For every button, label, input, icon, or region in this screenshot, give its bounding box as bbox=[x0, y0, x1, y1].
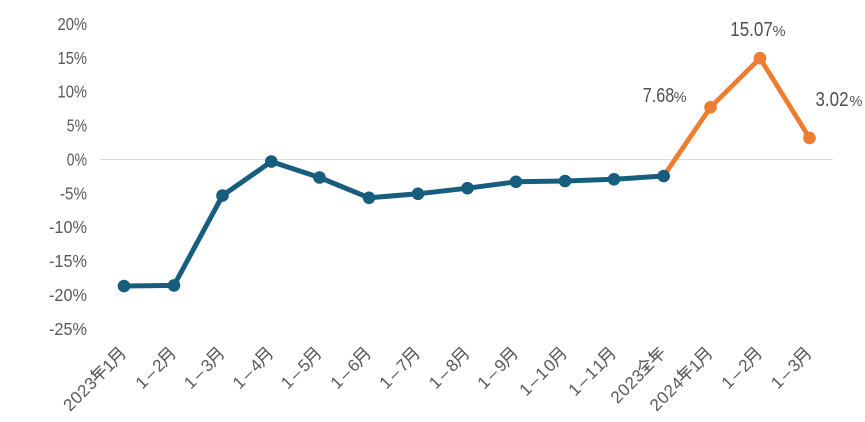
svg-text:15%: 15% bbox=[58, 48, 88, 68]
svg-text:1–10: 1–10 bbox=[516, 356, 560, 400]
svg-text:-20%: -20% bbox=[49, 285, 87, 305]
svg-text:1–6: 1–6 bbox=[327, 356, 364, 393]
svg-text:-15%: -15% bbox=[49, 251, 87, 271]
svg-text:%: % bbox=[850, 94, 863, 110]
svg-text:1–2: 1–2 bbox=[718, 356, 755, 393]
svg-text:3.02: 3.02 bbox=[816, 89, 849, 111]
svg-text:1–2: 1–2 bbox=[132, 356, 169, 393]
svg-text:10%: 10% bbox=[58, 82, 88, 102]
svg-text:-10%: -10% bbox=[49, 217, 87, 237]
svg-text:1–9: 1–9 bbox=[474, 356, 511, 393]
svg-text:%: % bbox=[674, 90, 687, 106]
svg-text:1–4: 1–4 bbox=[229, 356, 266, 393]
svg-text:-5%: -5% bbox=[60, 183, 87, 203]
svg-text:5%: 5% bbox=[67, 116, 87, 136]
svg-text:0%: 0% bbox=[67, 150, 87, 170]
svg-text:-25%: -25% bbox=[49, 319, 87, 339]
svg-text:7.68: 7.68 bbox=[643, 85, 675, 107]
svg-text:1–8: 1–8 bbox=[425, 356, 462, 393]
svg-text:20%: 20% bbox=[58, 14, 88, 34]
svg-text:1–11: 1–11 bbox=[565, 356, 609, 400]
svg-text:%: % bbox=[773, 24, 786, 40]
svg-text:1–3: 1–3 bbox=[767, 356, 804, 393]
svg-text:1–3: 1–3 bbox=[180, 356, 217, 393]
svg-text:1–7: 1–7 bbox=[376, 356, 413, 393]
svg-text:1–5: 1–5 bbox=[277, 356, 314, 393]
svg-text:2023: 2023 bbox=[607, 366, 648, 407]
svg-text:15.07: 15.07 bbox=[730, 19, 773, 41]
